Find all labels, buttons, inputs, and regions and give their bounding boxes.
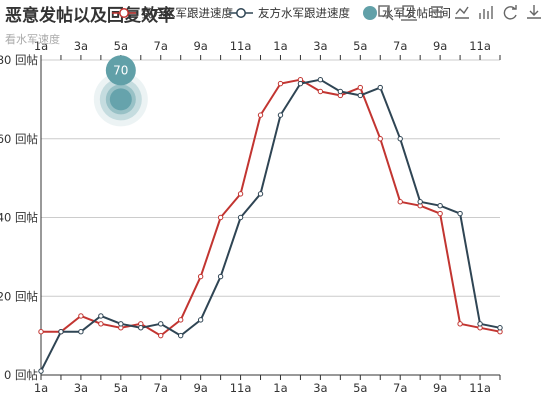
data-point	[437, 202, 443, 209]
data-point	[177, 332, 184, 339]
marker-layer: 70	[93, 55, 148, 127]
data-point	[197, 273, 204, 280]
x-tick-label-top: 3a	[74, 39, 88, 53]
x-tick-label-top: 1a	[34, 39, 48, 53]
legend-item-1[interactable]: 友方水军跟进速度	[229, 6, 350, 20]
data-point	[277, 80, 284, 87]
data-point	[417, 199, 423, 205]
x-tick-label-top: 5a	[353, 39, 367, 53]
legend-item-0[interactable]: 我方水军跟进速度	[112, 6, 233, 20]
data-point	[237, 214, 244, 221]
x-tick-label-top: 5a	[114, 39, 128, 53]
data-point	[257, 191, 264, 197]
data-zoom-icon[interactable]	[378, 5, 394, 21]
chart-header: 恶意发帖以及回复效率 看水军速度	[5, 5, 175, 46]
x-tick-label-bottom: 11a	[469, 381, 491, 395]
x-tick-label-bottom: 9a	[193, 381, 207, 395]
x-tick-label-bottom: 11a	[230, 381, 252, 395]
x-tick-label-top: 1a	[273, 39, 287, 53]
data-point	[497, 325, 503, 331]
data-point	[217, 273, 224, 280]
data-point	[98, 313, 104, 319]
data-view-icon[interactable]	[431, 6, 443, 18]
data-zoom-reset-icon[interactable]	[401, 5, 417, 21]
data-point	[118, 321, 124, 327]
data-point	[357, 92, 364, 99]
legend: 我方水军跟进速度 友方水军跟进速度 水军发帖时间	[112, 6, 451, 20]
y-tick-label: 80 回帖	[0, 53, 38, 67]
data-point	[357, 84, 364, 91]
data-point	[457, 321, 463, 327]
x-tick-label-bottom: 5a	[114, 381, 128, 395]
data-point	[217, 214, 224, 221]
line-chart-icon[interactable]	[455, 6, 469, 19]
data-point	[237, 191, 244, 197]
marker-pin	[105, 55, 136, 86]
x-tick-label-top: 11a	[230, 39, 252, 53]
data-point	[317, 88, 324, 95]
data-point	[397, 136, 403, 142]
data-point	[337, 88, 344, 95]
marker-point	[109, 88, 132, 111]
y-tick-label: 60 回帖	[0, 132, 38, 146]
x-tick-label-bottom: 3a	[313, 381, 327, 395]
x-tick-label-top: 9a	[433, 39, 447, 53]
x-tick-label-bottom: 3a	[74, 381, 88, 395]
data-point	[78, 328, 84, 335]
toolbox	[378, 5, 541, 21]
marker-label: 70	[113, 63, 128, 77]
data-point	[197, 317, 204, 323]
y-tick-label: 40 回帖	[0, 211, 38, 225]
x-tick-label-bottom: 7a	[393, 381, 407, 395]
data-point	[38, 328, 44, 335]
x-tick-label-top: 7a	[393, 39, 407, 53]
data-point	[158, 332, 164, 339]
data-point	[98, 321, 104, 327]
x-tick-label-top: 9a	[193, 39, 207, 53]
data-point	[277, 112, 284, 118]
x-tick-label-bottom: 1a	[34, 381, 48, 395]
data-point	[158, 321, 164, 327]
legend-item-2[interactable]: 水军发帖时间	[363, 6, 451, 20]
series-layer	[38, 76, 503, 374]
circle-line-icon	[236, 8, 246, 18]
filled-circle-icon	[363, 6, 377, 20]
save-as-image-icon[interactable]	[527, 5, 541, 19]
data-point	[377, 136, 383, 142]
x-tick-label-bottom: 5a	[353, 381, 367, 395]
x-tick-label-top: 11a	[469, 39, 491, 53]
y-tick-label: 0 回帖	[4, 368, 38, 382]
data-point	[138, 325, 144, 331]
data-point	[297, 80, 304, 87]
chart-subtitle: 看水军速度	[5, 32, 60, 46]
x-tick-label-bottom: 9a	[433, 381, 447, 395]
legend-label: 水军发帖时间	[382, 6, 451, 20]
data-point	[437, 210, 443, 217]
data-point	[177, 317, 184, 323]
data-point	[58, 328, 64, 335]
data-point	[377, 84, 383, 91]
x-tick-label-bottom: 7a	[154, 381, 168, 395]
data-point	[477, 321, 483, 327]
chart-title: 恶意发帖以及回复效率	[5, 5, 175, 26]
data-point	[257, 112, 264, 118]
data-point	[38, 368, 44, 374]
legend-label: 我方水军跟进速度	[141, 6, 233, 20]
circle-line-icon	[119, 8, 129, 18]
x-tick-label-top: 7a	[154, 39, 168, 53]
legend-label: 友方水军跟进速度	[258, 6, 350, 20]
restore-icon[interactable]	[503, 5, 517, 20]
y-tick-label: 20 回帖	[0, 289, 38, 303]
series-line-0	[41, 78, 501, 337]
data-point	[457, 210, 463, 217]
series-line-1	[40, 78, 501, 372]
data-point	[78, 313, 84, 319]
bar-chart-icon[interactable]	[479, 6, 493, 19]
x-tick-label-top: 3a	[313, 39, 327, 53]
data-point	[317, 76, 324, 83]
data-point	[397, 199, 403, 205]
x-tick-label-bottom: 1a	[273, 381, 287, 395]
